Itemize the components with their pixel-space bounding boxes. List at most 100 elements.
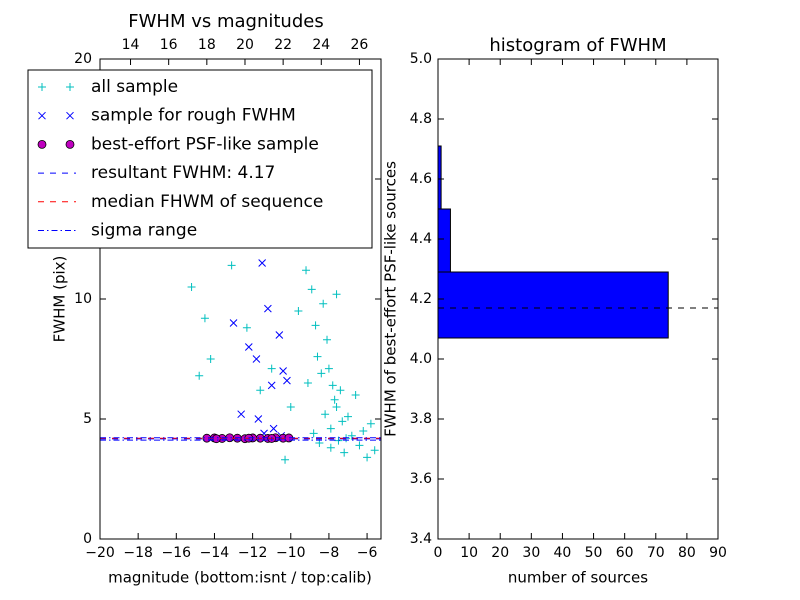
x-tick-label: 90 bbox=[709, 545, 727, 561]
y-tick-label: 4.6 bbox=[410, 171, 432, 187]
x-tick-label: 70 bbox=[647, 545, 665, 561]
x-tick-label: −14 bbox=[200, 545, 230, 561]
legend-label: all sample bbox=[91, 77, 178, 97]
x-tick-label: −16 bbox=[162, 545, 192, 561]
point bbox=[370, 446, 379, 455]
point bbox=[332, 403, 341, 411]
x2-tick-label: 26 bbox=[351, 37, 369, 53]
x2-tick-label: 14 bbox=[122, 37, 140, 53]
y-tick-label: 4.8 bbox=[410, 111, 432, 127]
point bbox=[313, 352, 322, 361]
point bbox=[319, 299, 328, 308]
bar bbox=[437, 208, 451, 273]
point bbox=[279, 367, 287, 375]
y-tick-label: 3.6 bbox=[410, 471, 432, 487]
x-tick-label: 10 bbox=[460, 545, 478, 561]
x-tick-label: −10 bbox=[276, 545, 306, 561]
point bbox=[229, 319, 238, 327]
point bbox=[340, 448, 349, 457]
chart-title: histogram of FWHM bbox=[489, 35, 666, 56]
point bbox=[317, 369, 326, 378]
x2-tick-label: 24 bbox=[312, 37, 330, 53]
x-axis-label: number of sources bbox=[508, 569, 648, 587]
point bbox=[294, 307, 303, 315]
y-tick-label: 0 bbox=[83, 531, 92, 547]
legend-marker bbox=[38, 83, 46, 91]
point bbox=[330, 395, 339, 404]
x-tick-label: 30 bbox=[522, 545, 540, 561]
point bbox=[321, 410, 330, 419]
legend-label: median FHWM of sequence bbox=[91, 192, 323, 212]
y-axis-label: FWHM (pix) bbox=[51, 256, 69, 343]
point bbox=[332, 290, 341, 299]
point bbox=[258, 259, 267, 267]
x-tick-label: −20 bbox=[85, 545, 115, 561]
point bbox=[200, 314, 209, 323]
point bbox=[336, 386, 345, 395]
legend-label: resultant FWHM: 4.17 bbox=[91, 163, 275, 183]
point bbox=[323, 335, 332, 344]
point bbox=[338, 417, 347, 426]
point bbox=[264, 304, 272, 313]
x-tick-label: −6 bbox=[357, 545, 378, 561]
point bbox=[252, 355, 261, 363]
point bbox=[326, 424, 335, 433]
legend-label: sigma range bbox=[91, 221, 197, 241]
plot-frame bbox=[437, 58, 719, 540]
y-tick-label: 5.0 bbox=[410, 51, 432, 67]
point bbox=[303, 379, 312, 387]
y-tick-label: 4.0 bbox=[410, 351, 432, 367]
x2-tick-label: 16 bbox=[160, 37, 178, 53]
plot-frame bbox=[99, 58, 382, 540]
point bbox=[351, 391, 360, 399]
point bbox=[267, 381, 276, 390]
point bbox=[307, 285, 316, 294]
y-tick-label: 3.4 bbox=[410, 531, 432, 547]
point bbox=[269, 424, 278, 433]
point bbox=[309, 429, 318, 438]
point bbox=[366, 419, 375, 428]
point bbox=[275, 331, 284, 339]
x-tick-label: 20 bbox=[491, 545, 509, 561]
x-tick-label: 0 bbox=[434, 545, 443, 561]
x2-tick-label: 22 bbox=[274, 37, 292, 53]
point bbox=[311, 321, 320, 330]
x2-tick-label: 18 bbox=[198, 37, 216, 53]
y-tick-label: 10 bbox=[74, 291, 92, 307]
point bbox=[343, 412, 352, 421]
legend bbox=[27, 69, 373, 249]
x2-tick-label: 20 bbox=[236, 37, 254, 53]
point bbox=[286, 403, 295, 411]
x-tick-label: 80 bbox=[678, 545, 696, 561]
x-tick-label: 40 bbox=[554, 545, 572, 561]
point bbox=[281, 455, 290, 464]
x-tick-label: −8 bbox=[319, 545, 340, 561]
point bbox=[237, 410, 246, 419]
point bbox=[244, 343, 253, 351]
point bbox=[347, 431, 356, 440]
point bbox=[267, 364, 276, 373]
legend-marker bbox=[66, 111, 74, 120]
point bbox=[324, 364, 333, 373]
point bbox=[283, 376, 291, 385]
legend-marker bbox=[66, 83, 74, 91]
point bbox=[334, 436, 343, 445]
x-tick-label: 60 bbox=[616, 545, 634, 561]
legend-label: sample for rough FWHM bbox=[91, 106, 296, 126]
y-axis-label: FWHM of best-effort PSF-like sources bbox=[382, 161, 400, 437]
bar bbox=[437, 271, 669, 339]
legend-marker bbox=[65, 139, 75, 149]
point bbox=[206, 355, 215, 363]
point bbox=[328, 381, 337, 390]
x-tick-label: 50 bbox=[585, 545, 603, 561]
point bbox=[195, 371, 204, 380]
legend-marker bbox=[38, 111, 46, 120]
point bbox=[359, 427, 368, 435]
point bbox=[363, 453, 372, 462]
point bbox=[227, 261, 236, 270]
point bbox=[355, 441, 364, 450]
x-axis-label: magnitude (bottom:isnt / top:calib) bbox=[108, 569, 372, 587]
y-tick-label: 3.8 bbox=[410, 411, 432, 427]
y-tick-label: 20 bbox=[74, 51, 92, 67]
